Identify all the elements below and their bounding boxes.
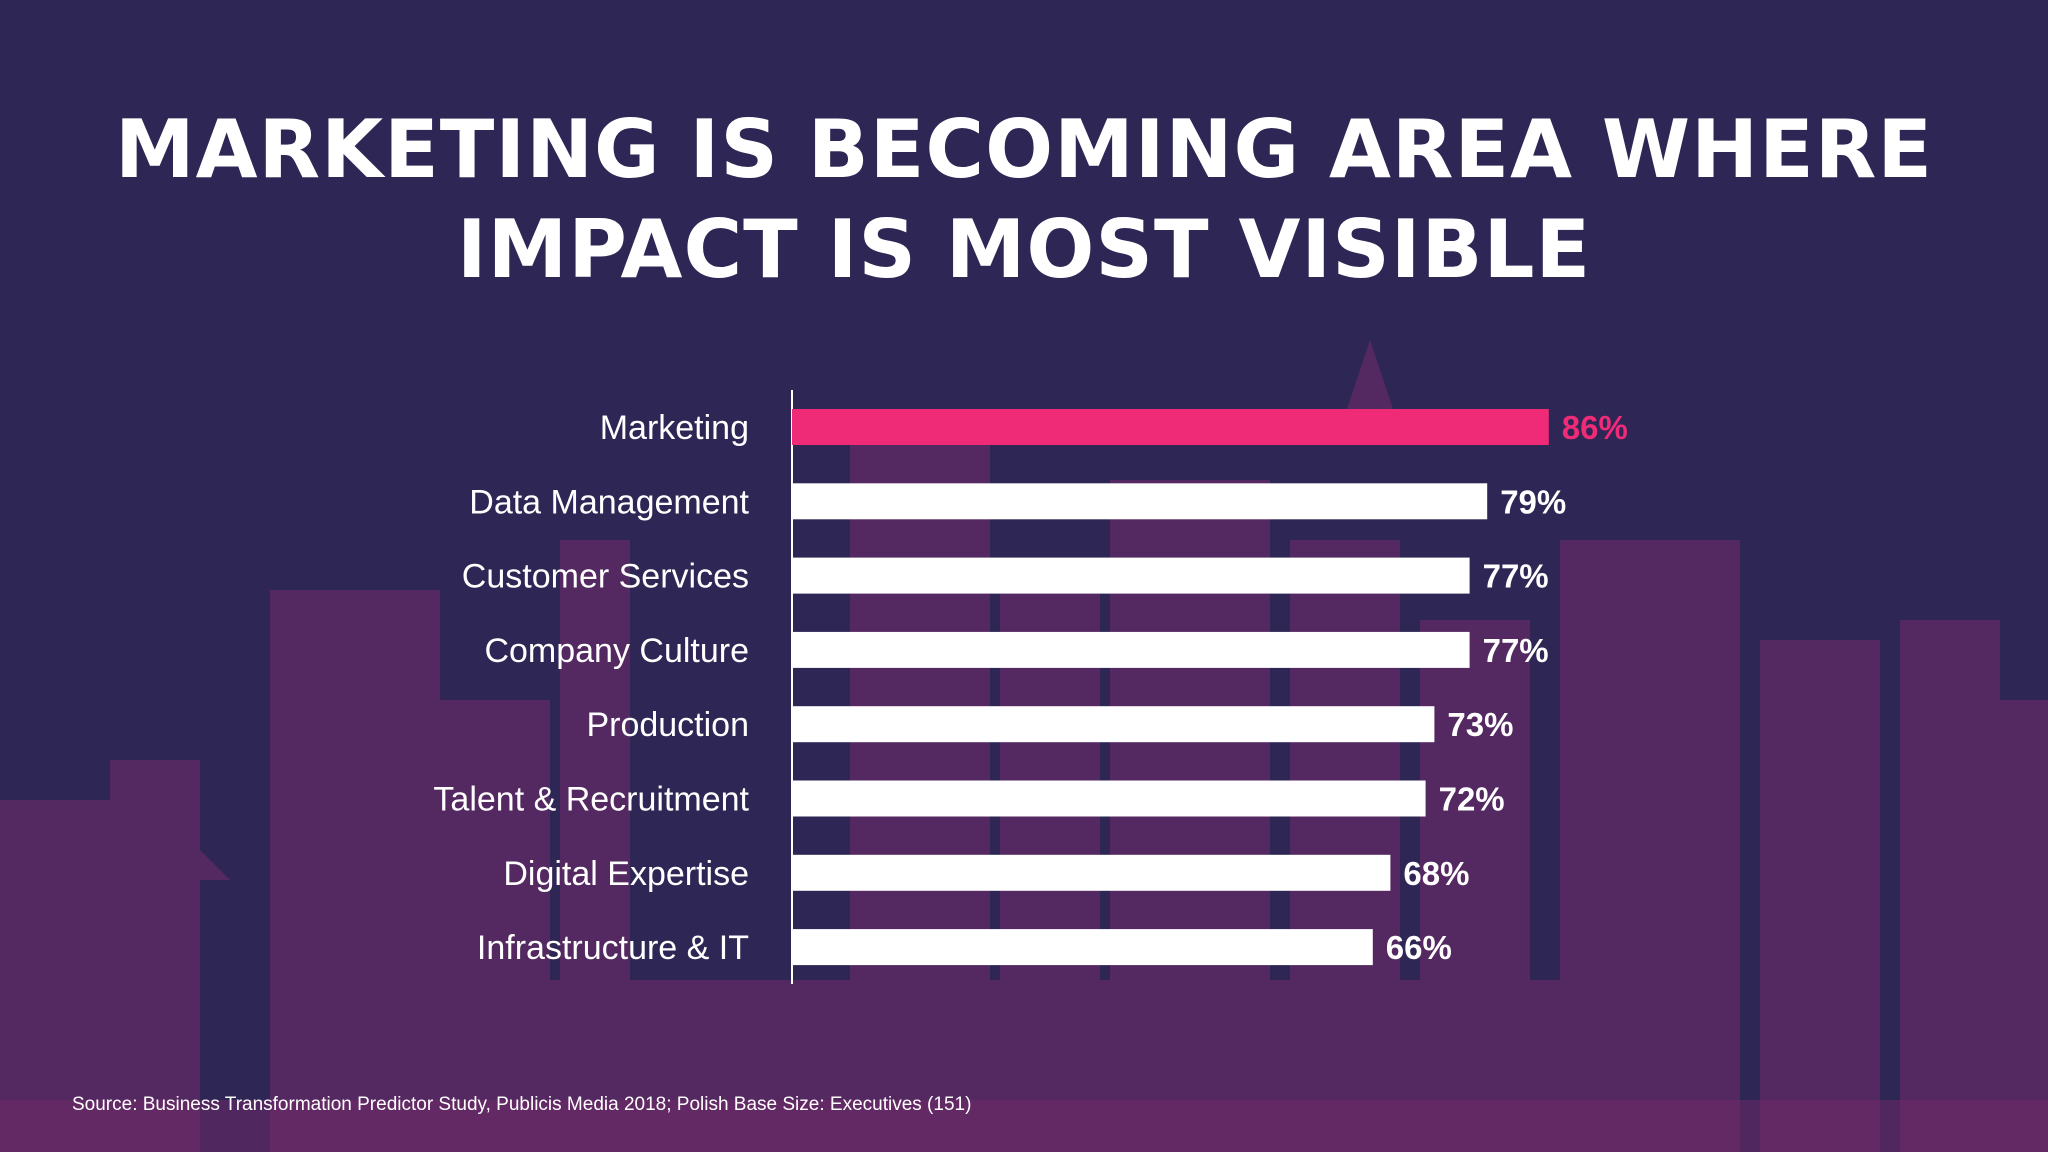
title-line-2: IMPACT IS MOST VISIBLE [456, 203, 1592, 296]
category-label: Marketing [600, 409, 749, 447]
bar-data-management [792, 483, 1488, 520]
value-label: 79% [1500, 483, 1566, 520]
category-label: Company Culture [484, 632, 749, 670]
category-label: Talent & Recruitment [433, 781, 749, 819]
bar-company-culture [792, 631, 1470, 668]
bar-talent-recruitment [792, 780, 1426, 817]
bar-digital-expertise [792, 854, 1391, 891]
value-label: 77% [1483, 632, 1549, 669]
bar-marketing [792, 409, 1549, 445]
category-label: Infrastructure & IT [477, 929, 749, 967]
value-label: 68% [1403, 855, 1469, 892]
value-label: 72% [1439, 781, 1505, 818]
slide-title: MARKETING IS BECOMING AREA WHERE IMPACT … [0, 100, 2048, 300]
value-label: 86% [1562, 409, 1628, 446]
value-label: 66% [1386, 929, 1452, 966]
value-label: 73% [1447, 706, 1513, 743]
skyline-reflection-band [0, 1100, 2048, 1152]
bar-production [792, 706, 1435, 743]
bar-infrastructure-it [792, 929, 1373, 966]
category-label: Digital Expertise [503, 855, 749, 893]
source-note: Source: Business Transformation Predicto… [72, 1094, 972, 1115]
bar-customer-services [792, 557, 1470, 594]
category-label: Production [586, 706, 749, 744]
category-label: Customer Services [462, 558, 749, 596]
title-line-1: MARKETING IS BECOMING AREA WHERE [114, 103, 1933, 196]
category-label: Data Management [469, 483, 749, 521]
value-label: 77% [1483, 558, 1549, 595]
